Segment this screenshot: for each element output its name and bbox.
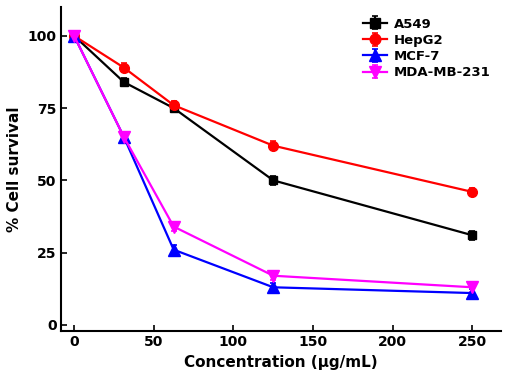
- Y-axis label: % Cell survival: % Cell survival: [7, 106, 22, 231]
- X-axis label: Concentration (μg/mL): Concentration (μg/mL): [184, 355, 378, 370]
- Legend: A549, HepG2, MCF-7, MDA-MB-231: A549, HepG2, MCF-7, MDA-MB-231: [360, 14, 494, 83]
